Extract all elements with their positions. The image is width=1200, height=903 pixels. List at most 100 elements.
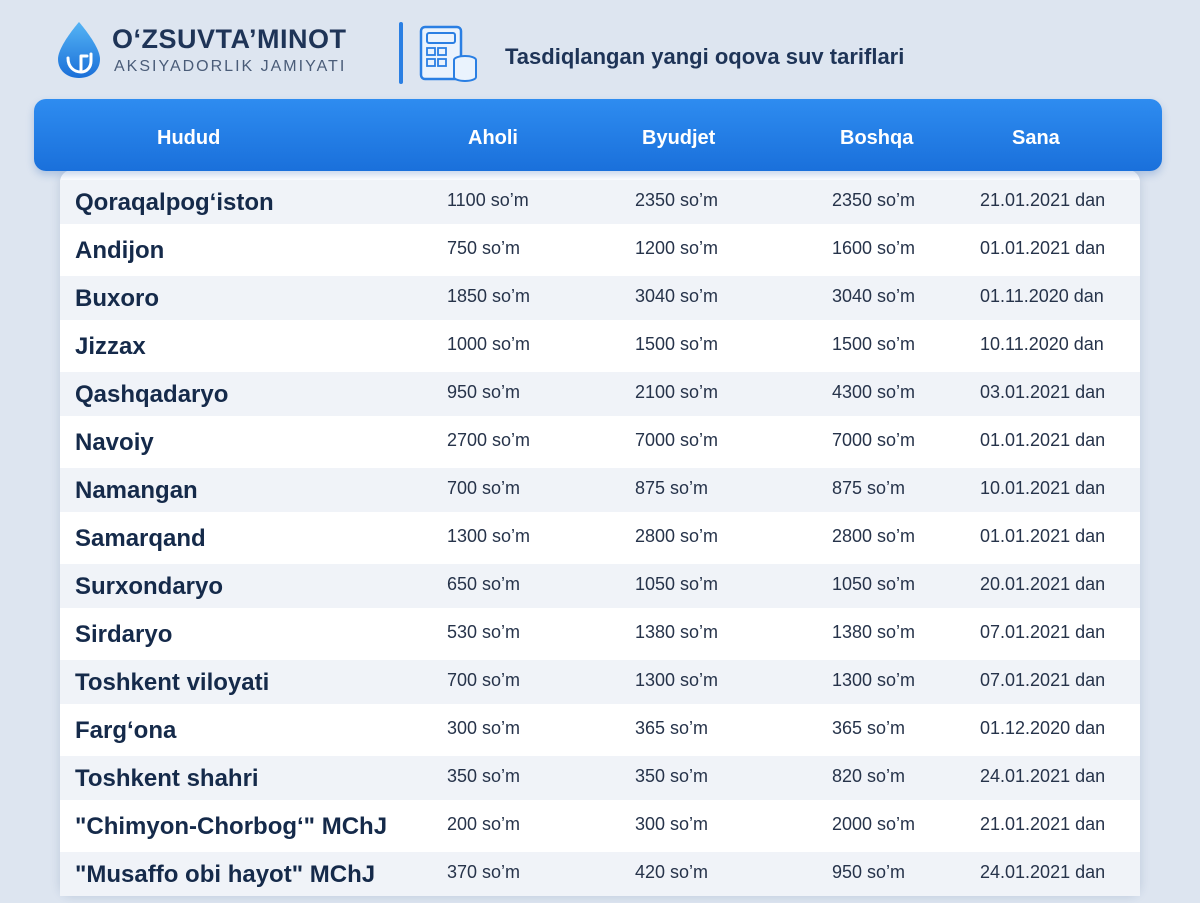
byudjet-tariff: 1380 so’m (635, 622, 719, 642)
boshqa-tariff: 875 so’m (832, 478, 906, 498)
brand-name: O‘ZSUVTA’MINOT (112, 24, 347, 54)
boshqa-tariff: 1380 so’m (832, 622, 916, 642)
effective-date: 10.11.2020 dan (980, 334, 1104, 354)
boshqa-tariff: 1600 so’m (832, 238, 916, 258)
boshqa-tariff: 820 so’m (832, 766, 906, 786)
boshqa-tariff: 7000 so’m (832, 430, 916, 450)
table-row: Jizzax 1000 so’m 1500 so’m 1500 so’m 10.… (60, 322, 1140, 370)
boshqa-tariff: 3040 so’m (832, 286, 916, 306)
region-name: Surxondaryo (75, 573, 224, 600)
table-body: Qoraqalpog‘iston 1100 so’m 2350 so’m 235… (60, 178, 1140, 898)
boshqa-tariff: 2800 so’m (832, 526, 916, 546)
table-row: Buxoro 1850 so’m 3040 so’m 3040 so’m 01.… (60, 274, 1140, 322)
byudjet-tariff: 1050 so’m (635, 574, 719, 594)
region-name: Qashqadaryo (75, 381, 229, 408)
byudjet-tariff: 2800 so’m (635, 526, 719, 546)
aholi-tariff: 1850 so’m (447, 286, 531, 306)
byudjet-tariff: 1200 so’m (635, 238, 719, 258)
byudjet-tariff: 300 so’m (635, 814, 709, 834)
aholi-tariff: 1000 so’m (447, 334, 531, 354)
boshqa-tariff: 4300 so’m (832, 382, 916, 402)
aholi-tariff: 1100 so’m (447, 190, 529, 210)
boshqa-tariff: 950 so’m (832, 862, 906, 882)
aholi-tariff: 370 so’m (447, 862, 521, 882)
region-name: Toshkent viloyati (75, 669, 270, 696)
effective-date: 01.01.2021 dan (980, 238, 1106, 258)
aholi-tariff: 2700 so’m (447, 430, 531, 450)
region-name: Samarqand (75, 525, 206, 552)
byudjet-tariff: 420 so’m (635, 862, 709, 882)
brand-subtitle: AKSIYADORLIK JAMIYATI (114, 58, 347, 75)
byudjet-tariff: 1500 so’m (635, 334, 719, 354)
boshqa-tariff: 2000 so’m (832, 814, 916, 834)
region-name: Navoiy (75, 429, 154, 456)
aholi-tariff: 350 so’m (447, 766, 521, 786)
table-row: Qoraqalpog‘iston 1100 so’m 2350 so’m 235… (60, 178, 1140, 226)
table-row: Navoiy 2700 so’m 7000 so’m 7000 so’m 01.… (60, 418, 1140, 466)
effective-date: 21.01.2021 dan (980, 190, 1106, 210)
byudjet-tariff: 365 so’m (635, 718, 709, 738)
effective-date: 01.01.2021 dan (980, 526, 1106, 546)
region-name: Toshkent shahri (75, 765, 259, 792)
effective-date: 01.01.2021 dan (980, 430, 1106, 450)
column-header-sana: Sana (1012, 127, 1060, 149)
boshqa-tariff: 1300 so’m (832, 670, 916, 690)
byudjet-tariff: 2350 so’m (635, 190, 719, 210)
region-name: Namangan (75, 477, 198, 504)
effective-date: 20.01.2021 dan (980, 574, 1106, 594)
region-name: "Musaffo obi hayot" MChJ (75, 861, 376, 888)
header-divider (399, 22, 403, 84)
aholi-tariff: 700 so’m (447, 478, 521, 498)
byudjet-tariff: 875 so’m (635, 478, 709, 498)
table-row: Surxondaryo 650 so’m 1050 so’m 1050 so’m… (60, 562, 1140, 610)
aholi-tariff: 750 so’m (447, 238, 521, 258)
byudjet-tariff: 7000 so’m (635, 430, 719, 450)
aholi-tariff: 530 so’m (447, 622, 521, 642)
aholi-tariff: 650 so’m (447, 574, 521, 594)
region-name: Jizzax (75, 333, 146, 360)
water-drop-logo-icon (58, 22, 100, 78)
aholi-tariff: 700 so’m (447, 670, 521, 690)
effective-date: 07.01.2021 dan (980, 622, 1106, 642)
effective-date: 01.12.2020 dan (980, 718, 1106, 738)
table-row: Sirdaryo 530 so’m 1380 so’m 1380 so’m 07… (60, 610, 1140, 658)
region-name: "Chimyon-Chorbog‘" MChJ (75, 813, 388, 840)
byudjet-tariff: 350 so’m (635, 766, 709, 786)
boshqa-tariff: 1050 so’m (832, 574, 916, 594)
table-row: Namangan 700 so’m 875 so’m 875 so’m 10.0… (60, 466, 1140, 514)
calculator-coins-icon (419, 25, 477, 83)
region-name: Sirdaryo (75, 621, 173, 648)
table-row: Farg‘ona 300 so’m 365 so’m 365 so’m 01.1… (60, 706, 1140, 754)
boshqa-tariff: 2350 so’m (832, 190, 916, 210)
effective-date: 21.01.2021 dan (980, 814, 1106, 834)
aholi-tariff: 1300 so’m (447, 526, 531, 546)
page-title: Tasdiqlangan yangi oqova suv tariflari (505, 44, 905, 69)
column-header-boshqa: Boshqa (840, 127, 914, 149)
effective-date: 07.01.2021 dan (980, 670, 1106, 690)
aholi-tariff: 300 so’m (447, 718, 521, 738)
byudjet-tariff: 2100 so’m (635, 382, 719, 402)
table-header: Hudud Aholi Byudjet Boshqa Sana (34, 99, 1162, 171)
byudjet-tariff: 1300 so’m (635, 670, 719, 690)
table-row: "Chimyon-Chorbog‘" MChJ 200 so’m 300 so’… (60, 802, 1140, 850)
table-row: Toshkent viloyati 700 so’m 1300 so’m 130… (60, 658, 1140, 706)
aholi-tariff: 950 so’m (447, 382, 521, 402)
aholi-tariff: 200 so’m (447, 814, 521, 834)
column-header-aholi: Aholi (468, 127, 518, 149)
column-header-byudjet: Byudjet (642, 127, 716, 149)
region-name: Farg‘ona (75, 717, 177, 744)
table-row: "Musaffo obi hayot" MChJ 370 so’m 420 so… (60, 850, 1140, 898)
page-header: O‘ZSUVTA’MINOT AKSIYADORLIK JAMIYATI Tas… (0, 0, 1200, 100)
boshqa-tariff: 365 so’m (832, 718, 906, 738)
byudjet-tariff: 3040 so’m (635, 286, 719, 306)
table-row: Andijon 750 so’m 1200 so’m 1600 so’m 01.… (60, 226, 1140, 274)
effective-date: 01.11.2020 dan (980, 286, 1104, 306)
region-name: Buxoro (75, 285, 159, 312)
table-row: Samarqand 1300 so’m 2800 so’m 2800 so’m … (60, 514, 1140, 562)
column-header-hudud: Hudud (157, 127, 221, 149)
effective-date: 03.01.2021 dan (980, 382, 1106, 402)
table-row: Qashqadaryo 950 so’m 2100 so’m 4300 so’m… (60, 370, 1140, 418)
effective-date: 24.01.2021 dan (980, 862, 1106, 882)
boshqa-tariff: 1500 so’m (832, 334, 916, 354)
effective-date: 10.01.2021 dan (980, 478, 1106, 498)
